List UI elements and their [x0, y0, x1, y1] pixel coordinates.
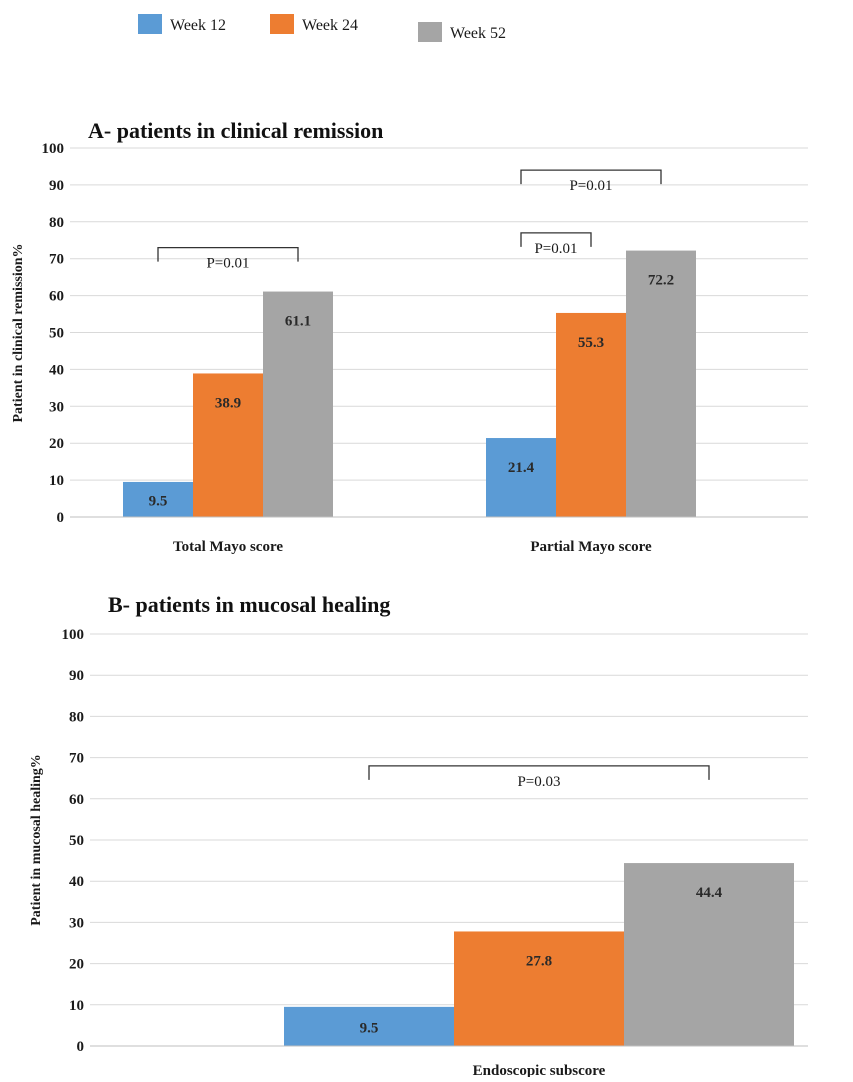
- bar: [193, 373, 263, 517]
- y-tick-label: 0: [77, 1039, 85, 1055]
- chart-title: A- patients in clinical remission: [88, 118, 383, 143]
- p-value-label: P=0.03: [517, 774, 560, 790]
- y-tick-label: 30: [69, 915, 84, 931]
- data-label: 55.3: [578, 335, 604, 351]
- y-tick-label: 90: [69, 668, 84, 684]
- y-axis-label: Patient in mucosal healing%: [29, 754, 44, 926]
- data-label: 21.4: [508, 460, 535, 476]
- p-value-label: P=0.01: [569, 178, 612, 194]
- y-tick-label: 10: [69, 998, 84, 1014]
- y-tick-label: 20: [49, 436, 64, 452]
- y-tick-label: 20: [69, 957, 84, 973]
- bar: [263, 291, 333, 517]
- y-axis-label: Patient in clinical remission%: [11, 243, 26, 422]
- x-tick-label: Partial Mayo score: [530, 539, 652, 555]
- bar: [624, 863, 794, 1046]
- y-tick-label: 10: [49, 473, 64, 489]
- y-tick-label: 50: [49, 326, 64, 342]
- legend-label: Week 24: [302, 17, 358, 34]
- chart-title: B- patients in mucosal healing: [108, 592, 390, 617]
- y-tick-label: 0: [57, 510, 65, 526]
- x-tick-label: Total Mayo score: [173, 539, 283, 555]
- y-tick-label: 100: [42, 141, 65, 157]
- chart-clinical-remission: A- patients in clinical remission Patient…: [11, 118, 808, 555]
- data-label: 44.4: [696, 885, 723, 901]
- data-label: 9.5: [149, 493, 168, 509]
- legend-label: Week 12: [170, 17, 226, 34]
- data-label: 72.2: [648, 273, 674, 289]
- legend-swatch: [418, 22, 442, 42]
- bar: [454, 931, 624, 1046]
- y-tick-label: 60: [69, 792, 84, 808]
- y-tick-label: 30: [49, 399, 64, 415]
- chart-mucosal-healing: B- patients in mucosal healing Patient in…: [29, 592, 808, 1079]
- y-tick-label: 90: [49, 178, 64, 194]
- bar: [284, 1006, 454, 1046]
- significance-bracket: [368, 765, 710, 780]
- y-tick-label: 80: [69, 709, 84, 725]
- p-value-label: P=0.01: [206, 256, 249, 272]
- data-label: 27.8: [526, 953, 552, 969]
- significance-bracket: [157, 246, 299, 262]
- p-value-label: P=0.01: [534, 241, 577, 257]
- legend-label: Week 52: [450, 25, 506, 42]
- data-label: 61.1: [285, 314, 311, 330]
- y-tick-label: 60: [49, 289, 64, 305]
- data-label: 9.5: [360, 1020, 379, 1036]
- y-tick-label: 70: [49, 252, 64, 268]
- y-tick-label: 40: [49, 362, 64, 378]
- y-tick-label: 80: [49, 215, 64, 231]
- x-tick-label: Endoscopic subscore: [473, 1063, 606, 1077]
- bar: [486, 438, 556, 517]
- legend: Week 12 Week 24 Week 52: [138, 14, 506, 42]
- y-tick-label: 50: [69, 833, 84, 849]
- y-tick-label: 40: [69, 874, 84, 890]
- significance-bracket: [520, 169, 662, 185]
- data-label: 38.9: [215, 395, 241, 411]
- y-tick-label: 70: [69, 751, 84, 767]
- legend-swatch: [138, 14, 162, 34]
- y-tick-label: 100: [62, 627, 85, 643]
- bar: [626, 250, 696, 517]
- legend-swatch: [270, 14, 294, 34]
- bar: [556, 312, 626, 517]
- significance-bracket: [520, 232, 592, 247]
- bar: [123, 481, 193, 517]
